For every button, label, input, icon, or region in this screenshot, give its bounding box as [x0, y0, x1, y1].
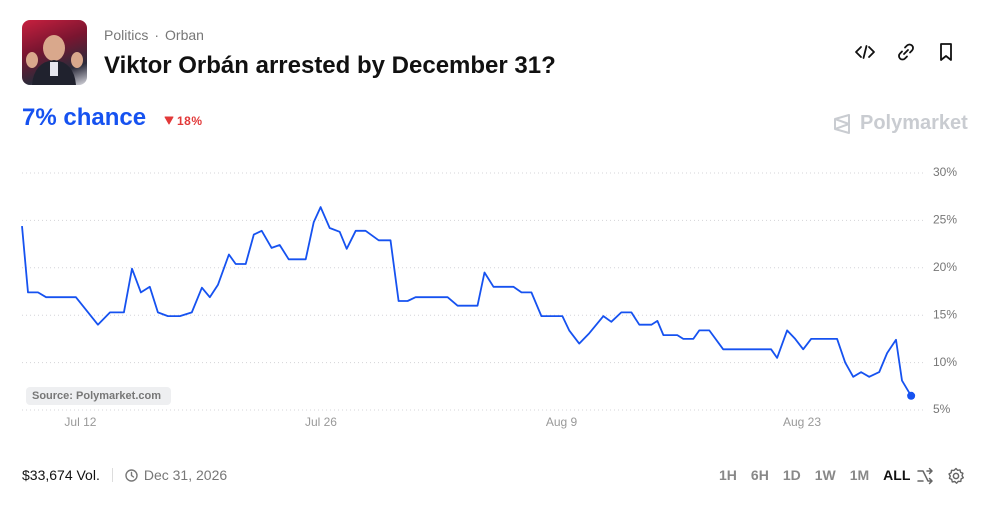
- range-selector: 1H 6H 1D 1W 1M ALL: [712, 467, 917, 483]
- change: 18%: [164, 114, 203, 128]
- category[interactable]: Politics: [104, 27, 149, 43]
- change-value: 18%: [177, 114, 203, 128]
- range-button[interactable]: ALL: [883, 467, 911, 483]
- y-tick-label: 15%: [933, 307, 957, 321]
- embed-icon[interactable]: [854, 41, 876, 63]
- market-title: Viktor Orbán arrested by December 31?: [104, 52, 556, 79]
- brand: Polymarket: [832, 112, 968, 135]
- subcategory[interactable]: Orban: [165, 27, 204, 43]
- brand-name: Polymarket: [860, 112, 968, 134]
- down-arrow: [164, 116, 174, 125]
- chance: 7% chance: [22, 104, 147, 131]
- separator: ·: [154, 27, 160, 43]
- x-tick-label: Jul 12: [64, 415, 96, 429]
- source-label: Source: Polymarket.com: [32, 390, 161, 402]
- y-tick-label: 30%: [933, 165, 957, 179]
- clock-icon: [125, 468, 138, 482]
- range-button[interactable]: 1M: [849, 467, 870, 483]
- divider: [111, 468, 113, 482]
- end-date: Dec 31, 2026: [125, 467, 227, 483]
- x-tick-label: Aug 23: [783, 415, 821, 429]
- shuffle-icon[interactable]: [916, 467, 934, 485]
- x-tick-label: Aug 9: [546, 415, 578, 429]
- settings-icon[interactable]: [947, 467, 965, 485]
- y-tick-label: 25%: [933, 213, 957, 227]
- brand-logo: [834, 113, 850, 134]
- link-icon[interactable]: [895, 41, 917, 63]
- y-tick-label: 10%: [933, 355, 957, 369]
- range-button[interactable]: 6H: [750, 467, 769, 483]
- source-badge: [26, 387, 171, 405]
- breadcrumbs: Politics · Orban: [104, 27, 204, 43]
- last-point: [907, 391, 916, 400]
- y-tick-label: 20%: [933, 260, 957, 274]
- portrait: [26, 35, 83, 85]
- range-button[interactable]: 1W: [814, 467, 836, 483]
- volume: $33,674 Vol.: [22, 467, 100, 483]
- price-line: [21, 206, 912, 397]
- bookmark-icon[interactable]: [935, 41, 957, 63]
- y-tick-label: 5%: [933, 402, 951, 416]
- end-date-text: Dec 31, 2026: [143, 467, 228, 483]
- x-tick-label: Jul 26: [305, 415, 337, 429]
- range-button[interactable]: 1D: [782, 467, 801, 483]
- range-button[interactable]: 1H: [719, 467, 737, 483]
- footer-info: $33,674 Vol. Dec 31, 2026: [22, 467, 227, 483]
- market-image: [22, 20, 87, 85]
